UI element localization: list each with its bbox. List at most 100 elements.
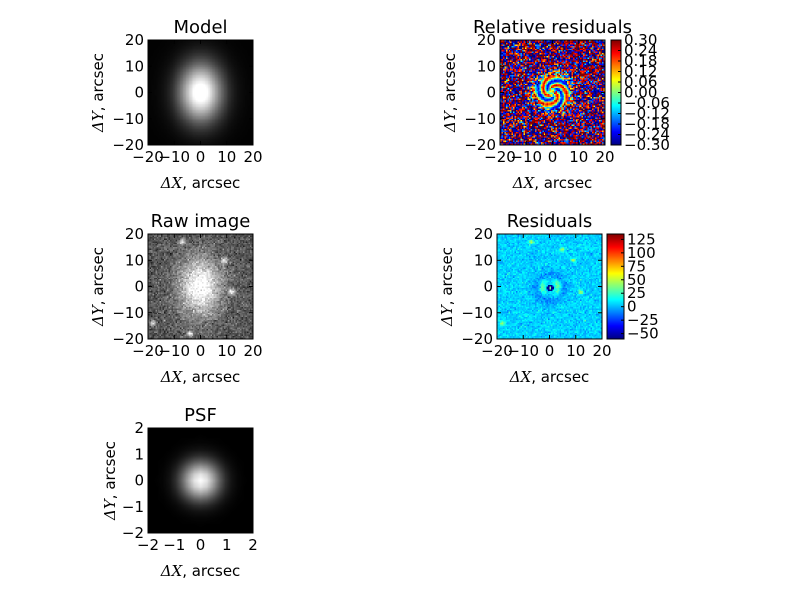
x-tick-label: 10 <box>569 148 588 166</box>
x-tick-label: −20 <box>481 342 513 360</box>
y-tick-label: −20 <box>112 136 144 154</box>
colorbar-tick-label: 100 <box>627 244 656 262</box>
x-tick-label: −10 <box>158 148 190 166</box>
y-tick-label: 2 <box>134 419 144 437</box>
x-tick-label: −20 <box>132 342 164 360</box>
x-tick-label: 20 <box>243 148 262 166</box>
colorbar-tick-label: 0.24 <box>624 42 657 60</box>
colorbar-tick-label: −0.24 <box>624 126 670 144</box>
colorbar-tick-label: −0.06 <box>624 94 670 112</box>
y-tick-label: 0 <box>483 278 493 296</box>
colorbar-gradient <box>607 234 624 339</box>
y-tick-label: −10 <box>464 110 496 128</box>
y-tick-label: −20 <box>112 330 144 348</box>
y-tick-label: 0 <box>134 84 144 102</box>
colorbar-tick-label: −25 <box>627 311 659 329</box>
x-tick-label: 20 <box>595 148 614 166</box>
y-axis-label: ΔY, arcsec <box>89 53 107 133</box>
colorbar-tick-label: 0.00 <box>624 84 657 102</box>
panel-title: Model <box>173 17 227 38</box>
colorbar-tick-label: −0.18 <box>624 115 670 133</box>
y-tick-label: 20 <box>125 225 144 243</box>
x-tick-label: −2 <box>137 536 159 554</box>
colorbar-tick-label: 75 <box>627 257 646 275</box>
x-tick-label: 0 <box>545 342 555 360</box>
x-tick-label: −20 <box>484 148 516 166</box>
x-axis-label: ΔX, arcsec <box>509 368 590 386</box>
colorbar: 0.300.240.180.120.060.00−0.06−0.12−0.18−… <box>610 31 670 154</box>
x-tick-label: 0 <box>196 536 206 554</box>
panel-title: Relative residuals <box>473 17 632 38</box>
panel-title: PSF <box>184 405 217 426</box>
y-tick-label: 10 <box>125 57 144 75</box>
y-tick-label: 0 <box>486 84 496 102</box>
colorbar-tick-label: 50 <box>627 271 646 289</box>
colorbar-tick-label: −50 <box>627 325 659 343</box>
panel-2: Relative residuals−20−10 0 10 2020100−10−20… <box>441 17 670 192</box>
x-tick-label: 0 <box>196 342 206 360</box>
x-tick-label: 0 <box>196 148 206 166</box>
y-axis-label: ΔY, arcsec <box>101 441 119 521</box>
x-tick-label: −10 <box>510 148 542 166</box>
y-tick-label: 1 <box>134 445 144 463</box>
x-tick-label: 10 <box>217 342 236 360</box>
y-tick-label: 0 <box>134 472 144 490</box>
x-tick-label: 2 <box>248 536 258 554</box>
colorbar-tick-label: 25 <box>627 284 646 302</box>
colorbar-tick-label: 0.18 <box>624 52 657 70</box>
x-tick-label: 10 <box>566 342 585 360</box>
y-tick-label: 10 <box>474 251 493 269</box>
colorbar-tick-label: −0.12 <box>624 105 670 123</box>
x-axis-label: ΔX, arcsec <box>160 174 241 192</box>
x-tick-label: 20 <box>592 342 611 360</box>
colorbar-tick-label: 0.06 <box>624 73 657 91</box>
y-tick-label: 20 <box>477 31 496 49</box>
panel-title: Residuals <box>507 211 592 232</box>
x-tick-label: −1 <box>163 536 185 554</box>
y-axis-label: ΔY, arcsec <box>438 247 456 327</box>
y-tick-label: 20 <box>474 225 493 243</box>
y-tick-label: 10 <box>477 57 496 75</box>
heatmap-image <box>148 428 253 533</box>
heatmap-image <box>500 40 605 145</box>
x-tick-label: −10 <box>507 342 539 360</box>
panel-title: Raw image <box>151 211 251 232</box>
y-tick-label: −10 <box>112 304 144 322</box>
heatmap-image <box>148 234 253 339</box>
y-tick-label: −10 <box>112 110 144 128</box>
colorbar-gradient <box>611 40 621 145</box>
x-tick-label: 1 <box>222 536 232 554</box>
colorbar-tick-label: −0.30 <box>624 136 670 154</box>
y-axis-label: ΔY, arcsec <box>441 53 459 133</box>
x-tick-label: 10 <box>217 148 236 166</box>
y-axis-label: ΔY, arcsec <box>89 247 107 327</box>
y-tick-label: 0 <box>134 278 144 296</box>
x-axis-label: ΔX, arcsec <box>160 562 241 580</box>
y-tick-label: −2 <box>122 524 144 542</box>
y-tick-label: 10 <box>125 251 144 269</box>
colorbar-tick-label: 125 <box>627 230 656 248</box>
heatmap-image <box>497 234 602 339</box>
x-tick-label: 20 <box>243 342 262 360</box>
y-tick-label: 20 <box>125 31 144 49</box>
x-axis-label: ΔX, arcsec <box>160 368 241 386</box>
colorbar-frame <box>606 233 625 340</box>
y-tick-label: −20 <box>464 136 496 154</box>
colorbar-tick-label: 0.30 <box>624 31 657 49</box>
x-axis-label: ΔX, arcsec <box>512 174 593 192</box>
y-tick-label: −20 <box>461 330 493 348</box>
y-tick-label: −10 <box>461 304 493 322</box>
x-tick-label: −20 <box>132 148 164 166</box>
x-tick-label: 0 <box>548 148 558 166</box>
x-tick-label: −10 <box>158 342 190 360</box>
heatmap-image <box>148 40 253 145</box>
colorbar-tick-label: 0 <box>627 298 637 316</box>
colorbar-tick-label: 0.12 <box>624 63 657 81</box>
y-tick-label: −1 <box>122 498 144 516</box>
